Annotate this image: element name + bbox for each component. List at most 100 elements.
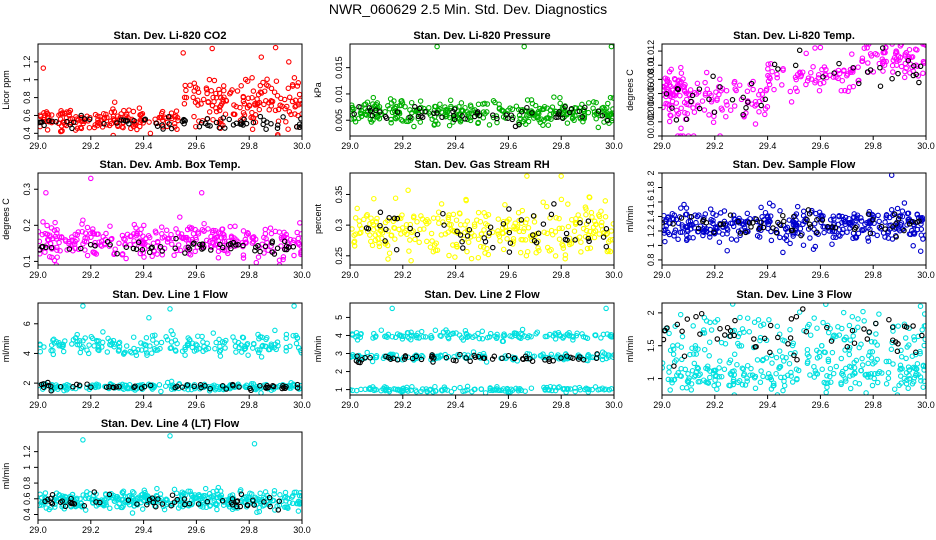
- data-point-primary: [700, 327, 707, 333]
- data-point-primary: [678, 365, 684, 372]
- data-point-secondary: [467, 358, 473, 365]
- data-point-primary: [453, 241, 460, 248]
- data-point-primary: [714, 97, 720, 103]
- data-point-primary: [406, 335, 412, 341]
- data-point-primary: [487, 330, 494, 337]
- data-point-secondary: [434, 110, 440, 116]
- data-point-primary: [820, 319, 826, 326]
- data-point-primary: [865, 238, 872, 244]
- data-point-primary: [116, 240, 122, 247]
- data-point-primary: [86, 342, 92, 348]
- data-point-primary: [419, 352, 425, 359]
- x-tick-label: 29.4: [135, 400, 153, 410]
- data-point-secondary: [207, 123, 213, 129]
- data-point-secondary: [535, 230, 542, 237]
- data-point-primary: [207, 239, 213, 245]
- data-point-primary: [808, 69, 814, 76]
- data-point-primary: [667, 93, 674, 99]
- data-point-primary: [710, 367, 717, 374]
- x-tick-label: 29.6: [188, 525, 206, 535]
- data-point-primary: [400, 388, 407, 394]
- data-point-primary: [769, 68, 775, 75]
- data-point-secondary: [803, 328, 810, 335]
- data-point-primary: [856, 77, 862, 84]
- data-point-secondary: [662, 327, 668, 334]
- data-point-secondary: [767, 349, 773, 356]
- data-point-primary: [464, 383, 471, 390]
- data-point-primary: [446, 122, 453, 129]
- data-point-secondary: [262, 243, 269, 250]
- data-point-secondary: [850, 64, 856, 71]
- data-point-primary: [739, 365, 746, 371]
- data-point-primary: [822, 349, 828, 356]
- data-point-primary: [574, 330, 580, 337]
- data-point-secondary: [564, 237, 570, 243]
- data-point-primary: [760, 373, 766, 380]
- data-point-primary: [257, 490, 263, 497]
- data-point-primary: [677, 92, 683, 99]
- data-point-primary: [567, 386, 574, 392]
- data-point-primary: [804, 78, 811, 84]
- data-point-primary: [52, 219, 58, 226]
- data-point-primary: [509, 333, 515, 340]
- data-point-primary: [829, 349, 836, 356]
- data-point-secondary: [204, 116, 211, 122]
- data-point-primary: [759, 91, 766, 97]
- data-point-secondary: [771, 61, 778, 68]
- data-point-primary: [777, 208, 783, 214]
- data-point-secondary: [250, 497, 256, 504]
- data-point-primary: [298, 231, 302, 237]
- data-point-primary: [858, 215, 864, 221]
- data-point-secondary: [506, 206, 512, 212]
- data-point-primary: [399, 336, 406, 342]
- data-point-primary: [771, 86, 777, 93]
- data-point-secondary: [844, 344, 851, 350]
- data-point-secondary: [57, 499, 64, 505]
- data-point-primary: [592, 332, 598, 338]
- data-point-primary: [384, 242, 391, 249]
- data-point-primary: [873, 331, 879, 337]
- data-point-primary: [666, 369, 672, 375]
- data-point-primary: [54, 247, 60, 253]
- data-point-primary: [475, 119, 482, 126]
- data-point-primary: [138, 340, 144, 346]
- data-point-primary: [69, 341, 75, 347]
- data-point-primary: [216, 349, 223, 355]
- data-point-primary: [243, 239, 249, 245]
- data-point-secondary: [450, 108, 456, 115]
- data-point-secondary: [182, 250, 188, 256]
- data-point-primary: [765, 221, 772, 228]
- data-point-primary: [268, 99, 275, 105]
- data-point-secondary: [229, 501, 236, 508]
- data-point-secondary: [703, 219, 710, 226]
- data-point-primary: [734, 361, 740, 368]
- data-point-primary: [704, 379, 711, 386]
- data-point-secondary: [49, 492, 56, 498]
- data-point-primary: [812, 79, 818, 86]
- data-point-primary: [272, 327, 278, 334]
- data-point-primary: [291, 252, 297, 259]
- data-point-secondary: [593, 355, 600, 362]
- data-point-primary: [919, 327, 925, 333]
- data-point-secondary: [775, 66, 781, 72]
- data-point-primary: [405, 330, 411, 336]
- data-point-primary: [804, 346, 811, 353]
- data-point-primary: [427, 244, 434, 250]
- data-point-secondary: [274, 245, 281, 252]
- data-point-primary: [149, 332, 156, 339]
- data-point-secondary: [93, 499, 99, 505]
- data-point-primary: [599, 356, 606, 363]
- data-point-primary: [438, 201, 445, 207]
- data-point-primary: [843, 378, 849, 384]
- data-point-primary: [43, 190, 49, 196]
- data-point-primary: [754, 357, 761, 363]
- data-point-primary: [84, 235, 91, 241]
- data-point-secondary: [407, 225, 413, 232]
- data-point-primary: [910, 364, 917, 371]
- data-point-secondary: [663, 91, 670, 97]
- x-tick-label: 29.0: [29, 141, 47, 151]
- data-point-primary: [839, 213, 845, 220]
- data-point-secondary: [697, 331, 703, 337]
- data-point-primary: [859, 362, 866, 368]
- data-point-secondary: [132, 383, 138, 389]
